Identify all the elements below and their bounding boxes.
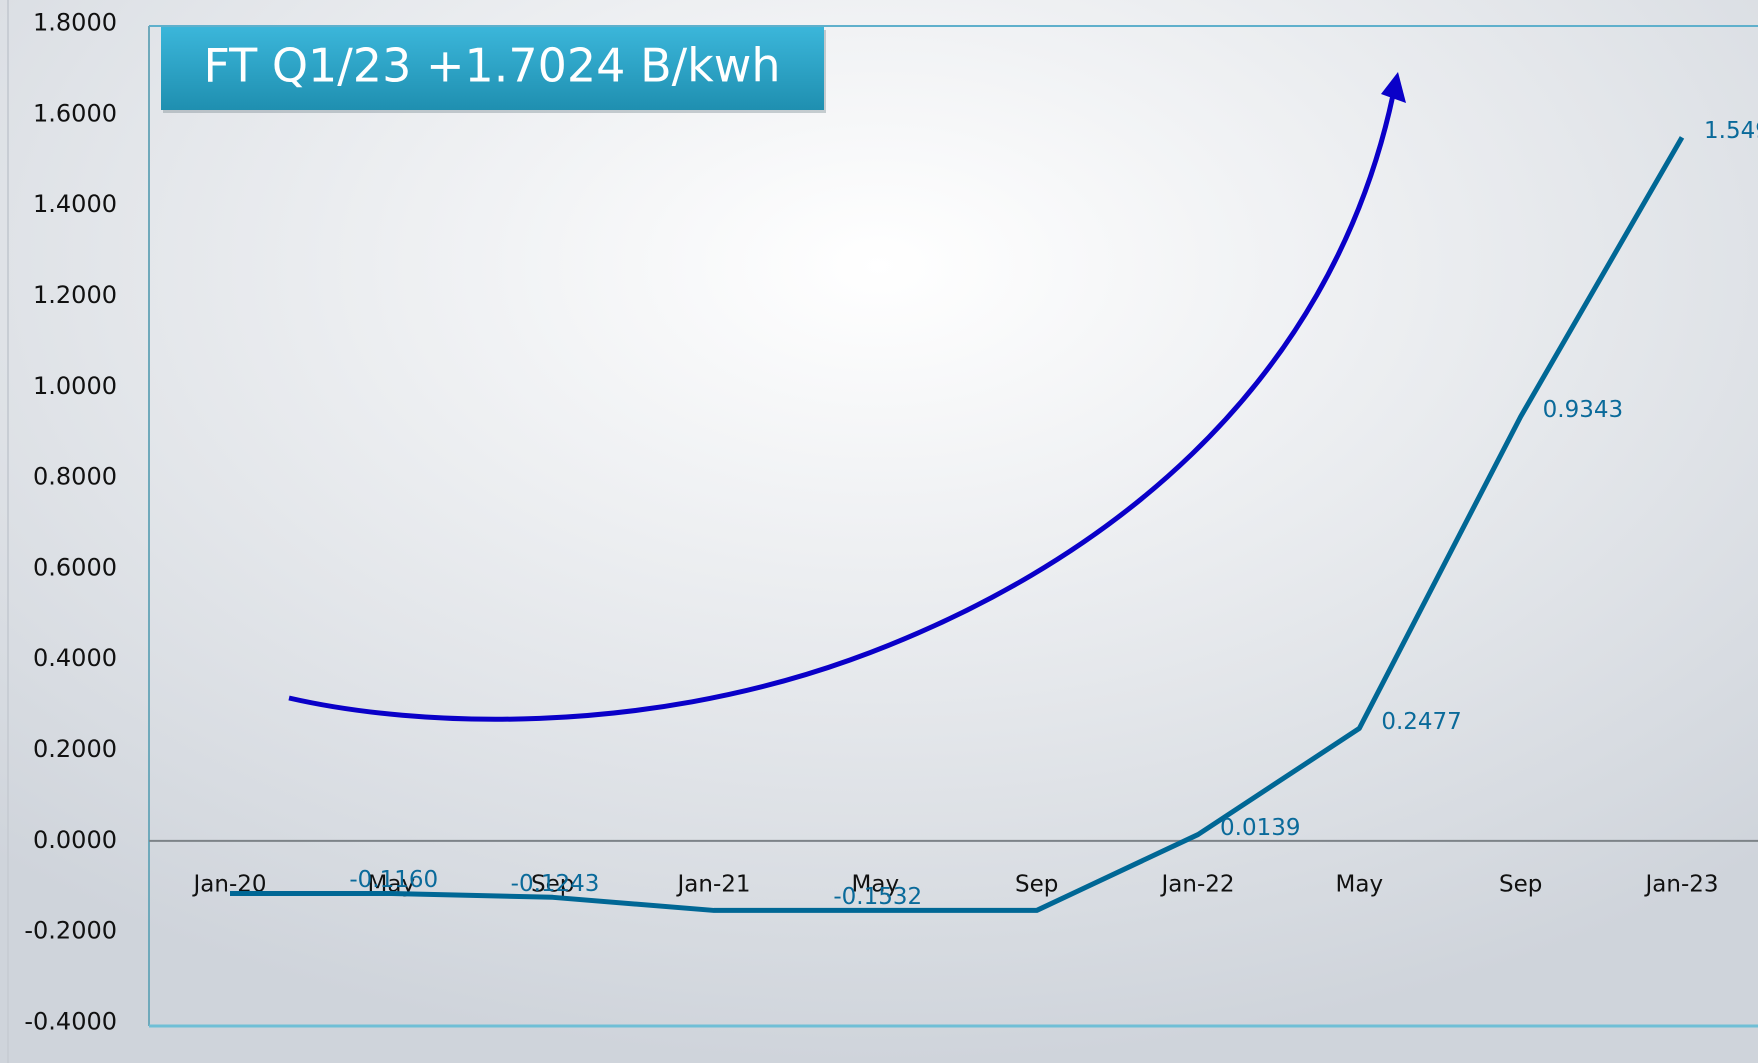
x-tick-label: Sep — [1015, 871, 1058, 897]
y-tick-label: 1.6000 — [33, 99, 117, 127]
y-tick-label: -0.4000 — [24, 1008, 117, 1036]
y-tick-label: 1.0000 — [33, 372, 117, 400]
trend-arrow — [288, 94, 1396, 722]
x-tick-label: Jan-23 — [1643, 871, 1718, 897]
x-tick-label: Jan-22 — [1159, 871, 1234, 897]
data-label: 0.2477 — [1381, 709, 1461, 735]
data-label: 0.9343 — [1543, 397, 1623, 423]
data-label: -0.1160 — [349, 867, 438, 893]
line — [230, 136, 1685, 913]
y-tick-label: 1.4000 — [33, 190, 117, 218]
x-tick-label: May — [1336, 871, 1384, 897]
y-tick-label: 1.2000 — [33, 281, 117, 309]
y-tick-label: 0.0000 — [33, 826, 117, 854]
y-tick-label: 1.8000 — [33, 9, 117, 37]
y-tick-label: 0.8000 — [33, 463, 117, 491]
x-tick-label: May — [852, 871, 900, 897]
data-label: 0.0139 — [1220, 815, 1300, 841]
data-label: -0.1243 — [511, 871, 600, 897]
data-label: 1.5492 — [1704, 118, 1758, 144]
y-tick-label: 0.2000 — [33, 735, 117, 763]
y-tick-label: -0.2000 — [24, 917, 117, 945]
x-tick-label: Jan-21 — [675, 871, 750, 897]
y-tick-label: 0.4000 — [33, 644, 117, 672]
data-label: -0.1532 — [833, 884, 922, 910]
arrow-head — [1381, 72, 1406, 103]
x-tick-label: Sep — [531, 871, 574, 897]
y-tick-label: 0.6000 — [33, 553, 117, 581]
x-tick-label: Sep — [1499, 871, 1542, 897]
chart-title: FT Q1/23 +1.7024 B/kwh — [203, 39, 780, 93]
title-box — [161, 27, 824, 110]
